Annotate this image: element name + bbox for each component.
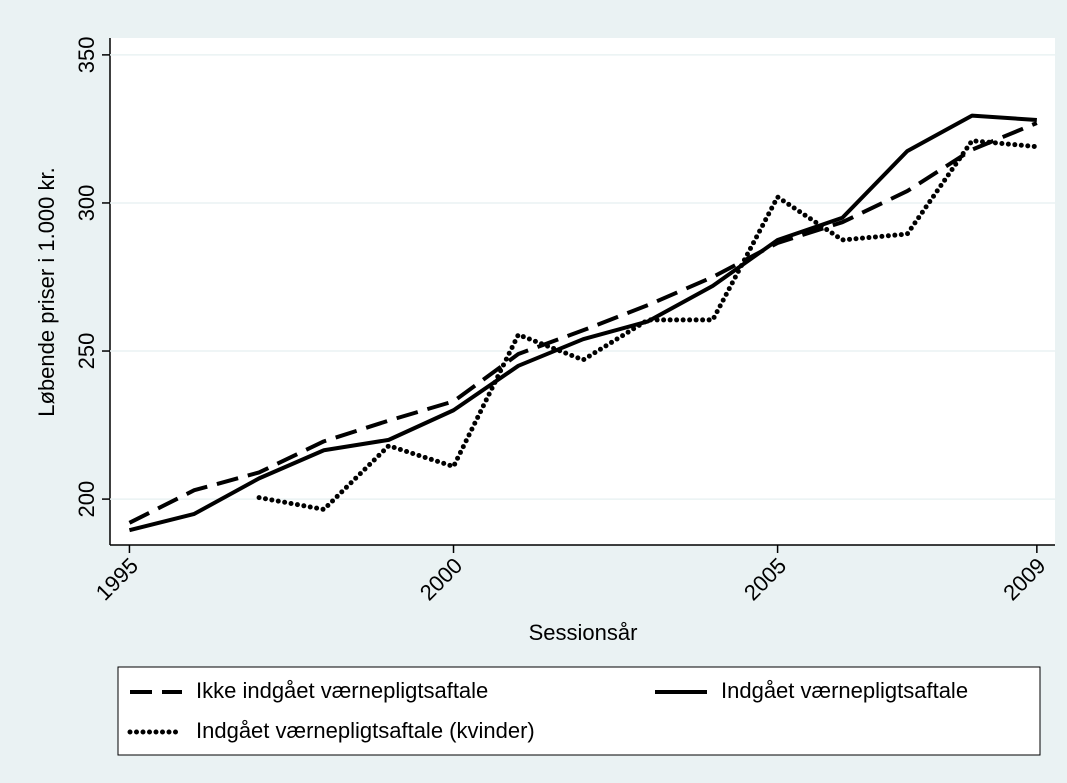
y-tick-label: 200 (74, 481, 99, 518)
y-tick-label: 250 (74, 333, 99, 370)
legend-label: Indgået værnepligtsaftale (721, 678, 968, 703)
y-tick-label: 350 (74, 37, 99, 74)
x-axis-title: Sessionsår (529, 620, 638, 645)
line (256, 138, 1040, 512)
legend-label: Ikke indgået værnepligtsaftale (196, 678, 488, 703)
legend-label: Indgået værnepligtsaftale (kvinder) (196, 718, 535, 743)
line (128, 113, 1037, 533)
y-tick-label: 300 (74, 185, 99, 222)
legend (117, 666, 1041, 756)
plot-area (110, 38, 1055, 545)
line (128, 121, 1038, 525)
y-axis-title: Løbende priser i 1.000 kr. (34, 167, 59, 416)
